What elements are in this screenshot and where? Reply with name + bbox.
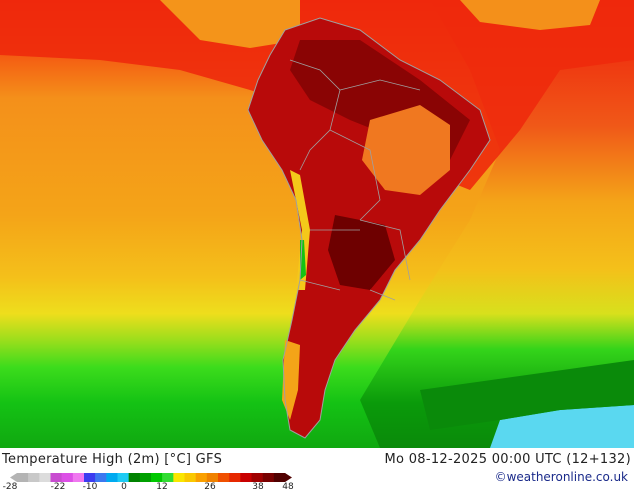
temperature-legend [10,473,292,482]
chaco-heat [328,215,395,290]
legend-tick-label: 12 [156,482,168,492]
atlantic-ocean [360,0,634,448]
legend-swatch [273,473,286,482]
legend-swatch [262,473,275,482]
legend-swatch [139,473,152,482]
legend-swatch [84,473,96,482]
legend-swatch [173,473,185,482]
legend-swatch [184,473,196,482]
north-atlantic-warm [460,0,600,30]
legend-swatch [106,473,118,482]
legend-swatch [95,473,107,482]
legend-swatch [17,473,29,482]
legend-arrow-high [285,473,292,482]
cold-green-band [420,360,634,430]
legend-tick-label: 48 [282,482,294,492]
legend-swatch [50,473,62,482]
brazilian-plateau [362,105,450,195]
legend-swatch [240,473,252,482]
patagonia-cool [282,340,300,420]
legend-swatch [229,473,241,482]
legend-swatch [72,473,85,482]
country-borders [289,59,421,301]
caribbean-warm [160,0,300,48]
temperature-map [0,0,634,448]
legend-swatch [128,473,141,482]
legend-tick-label: 26 [204,482,216,492]
legend-swatch [162,473,174,482]
legend-arrow-low [10,473,17,482]
southern-ice [490,405,634,448]
legend-swatch [28,473,40,482]
legend-tick-label: -10 [82,482,98,492]
legend-swatch [251,473,263,482]
legend-swatch [218,473,230,482]
legend-swatch [195,473,208,482]
legend-tick-label: 0 [121,482,127,492]
map-title: Temperature High (2m) [°C] GFS [2,452,223,467]
legend-swatch [151,473,163,482]
legend-tick-label: -28 [2,482,18,492]
legend-swatch [117,473,129,482]
map-footer: Temperature High (2m) [°C] GFS Mo 08-12-… [0,448,634,492]
legend-swatch [206,473,219,482]
legend-swatch [39,473,51,482]
south-america-outline [247,17,491,439]
legend-tick-label: 38 [252,482,264,492]
legend-tick-label: -22 [50,482,66,492]
forecast-datetime: Mo 08-12-2025 00:00 UTC (12+132) [384,452,631,467]
site-credit[interactable]: ©weatheronline.co.uk [494,470,628,484]
legend-swatch [61,473,74,482]
